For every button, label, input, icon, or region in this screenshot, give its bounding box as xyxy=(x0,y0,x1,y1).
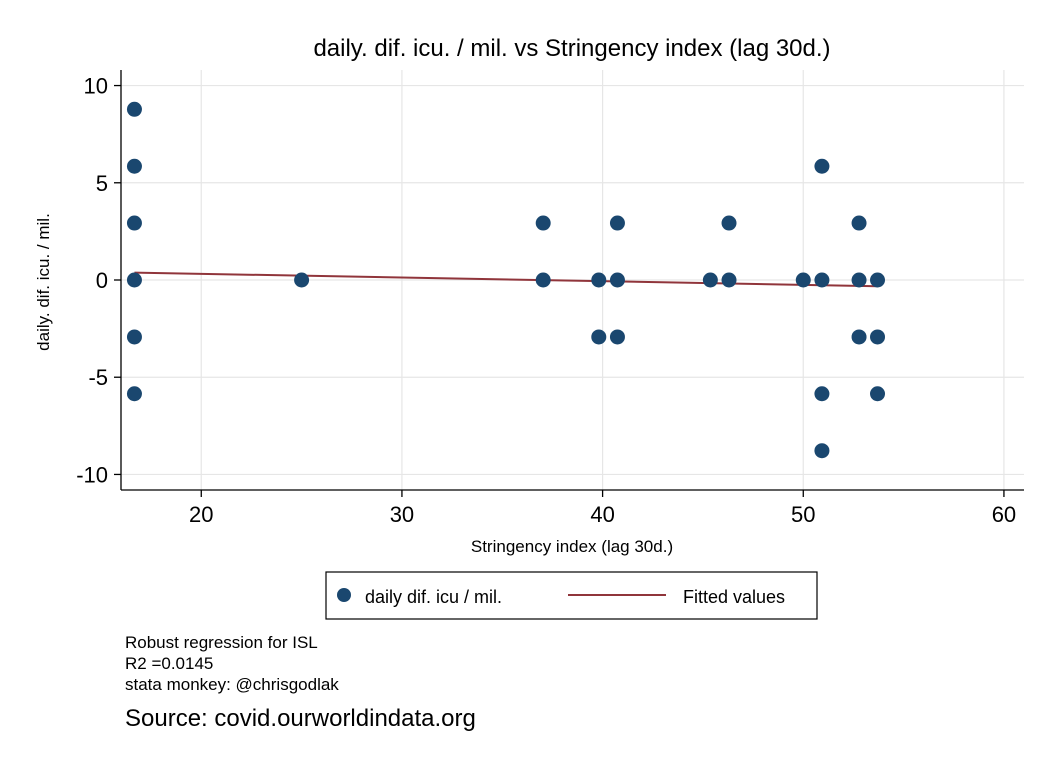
legend-label-fit: Fitted values xyxy=(683,587,785,607)
scatter-points xyxy=(126,101,886,459)
x-tick-label: 50 xyxy=(791,502,815,527)
data-point xyxy=(814,443,830,459)
data-point xyxy=(851,272,867,288)
note-credit: stata monkey: @chrisgodlak xyxy=(125,675,339,694)
data-point xyxy=(126,158,142,174)
data-point xyxy=(535,215,551,231)
source-note: Source: covid.ourworldindata.org xyxy=(125,705,476,732)
data-point xyxy=(609,215,625,231)
data-point xyxy=(795,272,811,288)
y-tick-label: 10 xyxy=(84,74,108,99)
data-point xyxy=(870,272,886,288)
data-point xyxy=(851,215,867,231)
x-axis-label: Stringency index (lag 30d.) xyxy=(471,537,673,556)
chart-notes: Robust regression for ISL R2 =0.0145 sta… xyxy=(125,632,339,695)
data-point xyxy=(535,272,551,288)
data-point xyxy=(609,329,625,345)
data-point xyxy=(814,386,830,402)
data-point xyxy=(591,329,607,345)
legend-label-points: daily dif. icu / mil. xyxy=(365,587,502,607)
x-tick-label: 20 xyxy=(189,502,213,527)
data-point xyxy=(126,386,142,402)
data-point xyxy=(126,215,142,231)
data-point xyxy=(609,272,625,288)
data-point xyxy=(814,272,830,288)
legend-marker-points xyxy=(337,588,351,602)
fitted-values-line xyxy=(134,271,878,288)
data-point xyxy=(702,272,718,288)
y-tick-label: -5 xyxy=(88,365,108,390)
y-tick-label: 0 xyxy=(96,268,108,293)
data-point xyxy=(126,329,142,345)
data-point xyxy=(870,329,886,345)
data-point xyxy=(126,101,142,117)
legend: daily dif. icu / mil. Fitted values xyxy=(325,571,818,620)
data-point xyxy=(721,272,737,288)
x-tick-label: 30 xyxy=(390,502,414,527)
data-point xyxy=(721,215,737,231)
note-regression: Robust regression for ISL xyxy=(125,633,318,652)
x-tick-label: 40 xyxy=(590,502,614,527)
data-point xyxy=(126,272,142,288)
y-tick-label: -10 xyxy=(76,462,108,487)
data-point xyxy=(814,158,830,174)
y-tick-label: 5 xyxy=(96,171,108,196)
data-point xyxy=(591,272,607,288)
data-point xyxy=(851,329,867,345)
data-point xyxy=(870,386,886,402)
y-axis-label: daily. dif. icu. / mil. xyxy=(34,213,53,351)
x-tick-label: 60 xyxy=(992,502,1016,527)
fitted-line xyxy=(134,271,878,288)
note-r2: R2 =0.0145 xyxy=(125,654,214,673)
data-point xyxy=(294,272,310,288)
chart-title: daily. dif. icu. / mil. vs Stringency in… xyxy=(313,35,830,62)
